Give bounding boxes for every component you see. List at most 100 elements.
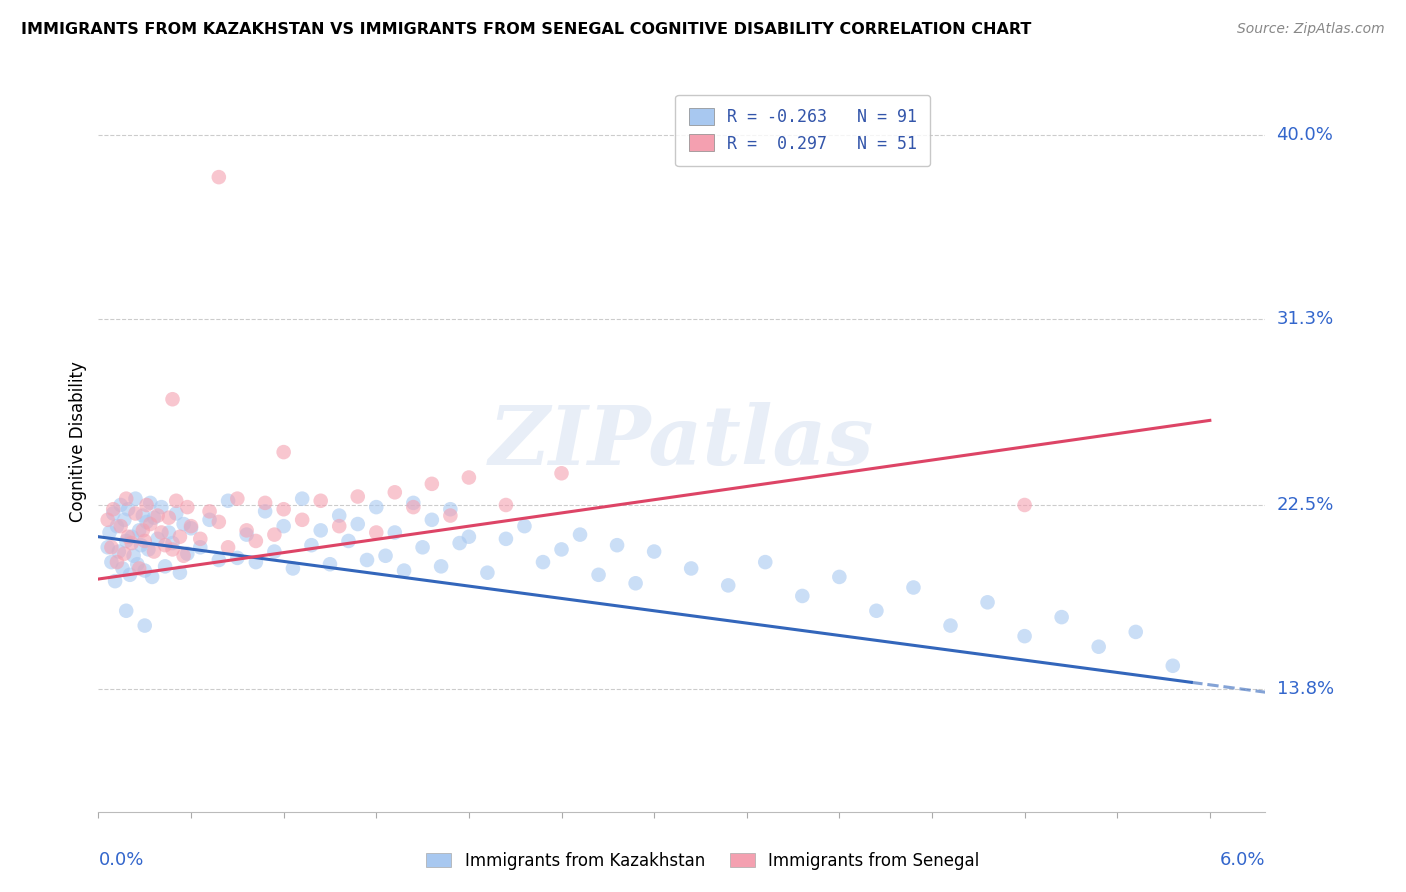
Point — [150, 525, 173, 540]
Point — [129, 538, 152, 552]
Point — [681, 561, 703, 575]
Point — [412, 541, 434, 555]
Text: 22.5%: 22.5% — [1277, 496, 1334, 514]
Point — [273, 445, 295, 459]
Point — [550, 467, 572, 481]
Point — [346, 516, 368, 531]
Point — [291, 491, 314, 506]
Point — [121, 530, 143, 544]
Point — [162, 542, 184, 557]
Point — [430, 559, 453, 574]
Text: Source: ZipAtlas.com: Source: ZipAtlas.com — [1237, 22, 1385, 37]
Point — [117, 502, 139, 516]
Point — [128, 561, 150, 575]
Point — [495, 532, 517, 546]
Point — [107, 544, 129, 558]
Point — [138, 542, 160, 557]
Point — [217, 493, 239, 508]
Point — [97, 541, 120, 555]
Point — [176, 500, 198, 515]
Point — [402, 496, 425, 510]
Point — [139, 516, 162, 531]
Point — [134, 533, 156, 548]
Point — [124, 491, 146, 506]
Point — [235, 527, 257, 541]
Point — [226, 491, 249, 506]
Point — [226, 550, 249, 565]
Point — [98, 525, 121, 540]
Point — [127, 558, 149, 572]
Point — [118, 567, 141, 582]
Point — [366, 500, 388, 515]
Point — [124, 507, 146, 521]
Point — [328, 508, 350, 523]
Point — [97, 513, 120, 527]
Point — [1050, 610, 1073, 624]
Point — [346, 490, 368, 504]
Point — [374, 549, 396, 563]
Point — [134, 564, 156, 578]
Point — [328, 519, 350, 533]
Point — [112, 547, 135, 561]
Point — [162, 392, 184, 407]
Point — [356, 553, 378, 567]
Point — [122, 549, 145, 563]
Point — [384, 485, 406, 500]
Point — [188, 541, 211, 555]
Point — [100, 541, 122, 555]
Point — [439, 502, 461, 516]
Point — [111, 561, 134, 575]
Point — [1125, 624, 1147, 639]
Point — [153, 538, 176, 552]
Point — [198, 513, 221, 527]
Point — [153, 559, 176, 574]
Point — [281, 561, 304, 575]
Point — [117, 530, 139, 544]
Point — [384, 525, 406, 540]
Y-axis label: Cognitive Disability: Cognitive Disability — [69, 361, 87, 522]
Point — [165, 507, 187, 521]
Point — [245, 533, 267, 548]
Point — [143, 510, 166, 524]
Point — [150, 500, 173, 515]
Point — [254, 504, 277, 518]
Point — [188, 532, 211, 546]
Point — [143, 544, 166, 558]
Text: ZIPatlas: ZIPatlas — [489, 401, 875, 482]
Point — [1014, 629, 1036, 643]
Point — [134, 618, 156, 632]
Point — [208, 170, 231, 185]
Point — [132, 524, 155, 538]
Point — [392, 564, 415, 578]
Point — [169, 566, 191, 580]
Point — [420, 476, 443, 491]
Point — [273, 519, 295, 533]
Point — [366, 525, 388, 540]
Text: 6.0%: 6.0% — [1220, 851, 1265, 869]
Point — [1014, 498, 1036, 512]
Point — [588, 567, 610, 582]
Point — [128, 524, 150, 538]
Point — [100, 555, 122, 569]
Text: 31.3%: 31.3% — [1277, 310, 1334, 328]
Point — [263, 544, 285, 558]
Point — [1161, 658, 1184, 673]
Point — [208, 553, 231, 567]
Point — [157, 510, 180, 524]
Point — [115, 533, 138, 548]
Point — [828, 570, 851, 584]
Point — [513, 519, 536, 533]
Point — [146, 508, 169, 523]
Point — [477, 566, 499, 580]
Point — [121, 536, 143, 550]
Point — [180, 519, 202, 533]
Point — [420, 513, 443, 527]
Point — [104, 574, 127, 589]
Point — [903, 581, 925, 595]
Text: 0.0%: 0.0% — [98, 851, 143, 869]
Point — [173, 516, 195, 531]
Point — [110, 498, 132, 512]
Point — [319, 558, 342, 572]
Point — [105, 519, 128, 533]
Point — [1087, 640, 1109, 654]
